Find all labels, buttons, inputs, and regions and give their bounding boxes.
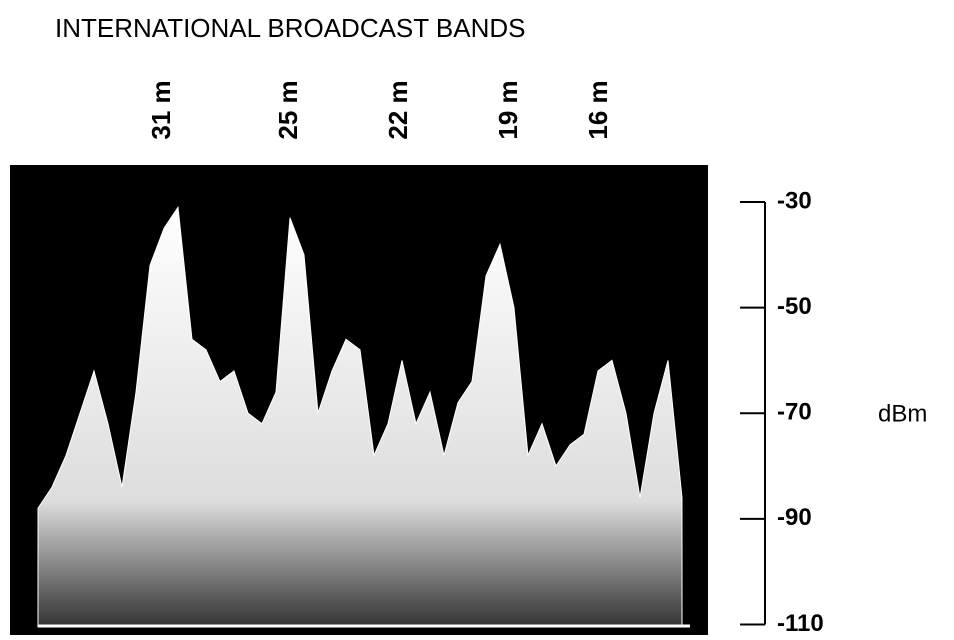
y-axis-label: dBm [878,400,927,427]
y-tick-label: -70 [777,399,812,426]
band-labels: 31 m 25 m 22 m 19 m 16 m [146,80,613,139]
spectrum [37,205,683,628]
band-label: 22 m [383,80,413,139]
y-tick-label: -110 [777,610,824,635]
band-label: 19 m [493,80,523,139]
band-label: 16 m [583,80,613,139]
chart-title: INTERNATIONAL BROADCAST BANDS [55,13,526,43]
band-label: 25 m [273,80,303,139]
band-label: 31 m [146,80,176,139]
spectrum-area [37,205,683,628]
y-tick-label: -90 [777,504,812,531]
y-tick-label: -50 [777,293,812,320]
y-tick-label: -30 [777,187,812,214]
